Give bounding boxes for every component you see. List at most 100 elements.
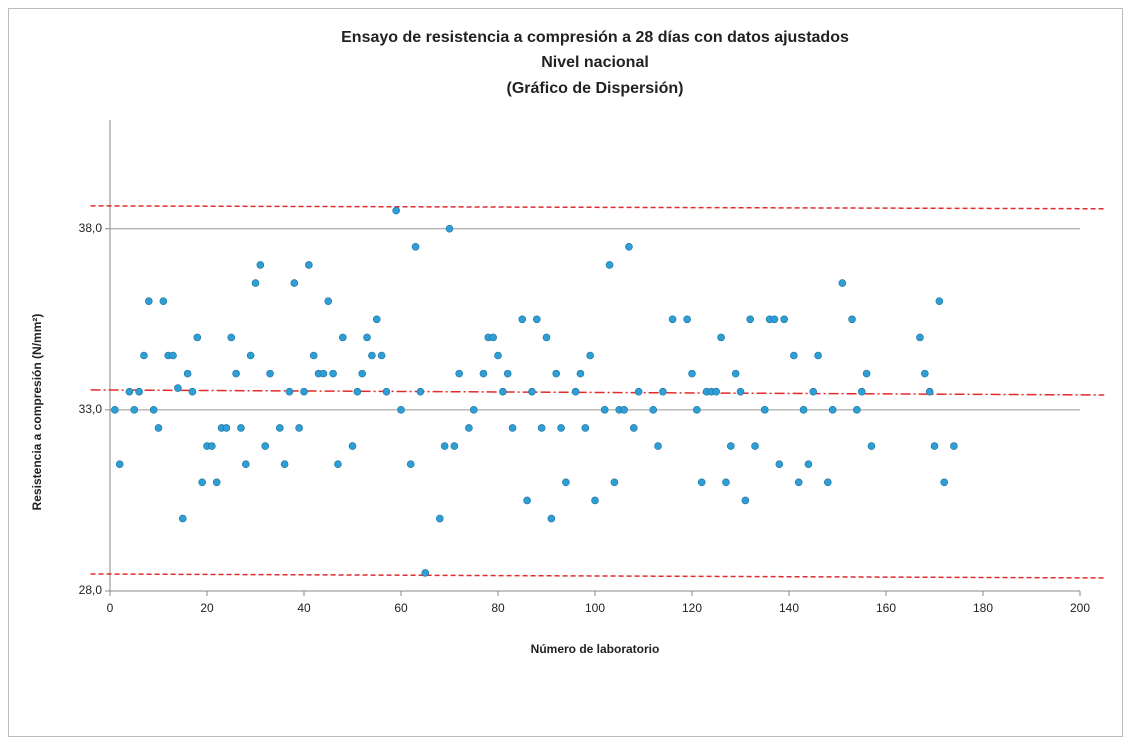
point [683, 315, 691, 324]
point [232, 369, 240, 378]
point [309, 351, 318, 360]
point [290, 279, 299, 287]
point [503, 369, 512, 378]
x-tick-label: 180 [973, 601, 993, 615]
y-tick-label: 33,0 [79, 402, 103, 416]
point [193, 333, 202, 342]
point [242, 460, 250, 468]
point [212, 478, 221, 487]
point [130, 406, 139, 414]
point [741, 496, 750, 505]
point [411, 243, 420, 251]
chart-title: Ensayo de resistencia a compresión a 28 … [341, 29, 849, 46]
point [920, 369, 929, 378]
x-tick-label: 100 [585, 601, 605, 615]
point [552, 369, 561, 378]
point [862, 369, 871, 378]
point [591, 496, 599, 505]
reference-line [90, 205, 1105, 210]
point [295, 424, 303, 432]
x-tick-label: 200 [1070, 601, 1090, 615]
reference-line [90, 573, 1105, 579]
point [605, 261, 614, 269]
x-tick-label: 160 [876, 601, 896, 615]
point [867, 442, 876, 450]
point [499, 387, 507, 396]
point [746, 315, 755, 324]
point [348, 442, 357, 450]
point [392, 206, 400, 215]
point [717, 333, 725, 342]
point [198, 478, 206, 487]
point [935, 297, 944, 305]
point [300, 387, 308, 396]
point [571, 387, 580, 396]
point [149, 406, 158, 414]
point [853, 406, 861, 414]
point [280, 460, 289, 468]
point [576, 369, 585, 378]
point [518, 315, 527, 324]
point [823, 478, 832, 487]
point [382, 387, 391, 396]
point [368, 351, 376, 360]
point [528, 387, 536, 396]
point [445, 224, 454, 233]
point [625, 243, 633, 251]
point [465, 424, 473, 432]
point [586, 351, 594, 360]
point [804, 460, 813, 468]
point [237, 424, 245, 432]
point [600, 406, 609, 414]
point [688, 369, 696, 378]
point [532, 315, 541, 324]
point [154, 424, 163, 432]
point [814, 351, 822, 360]
point [363, 333, 371, 342]
point [208, 442, 216, 450]
point [775, 460, 784, 468]
point [178, 514, 187, 523]
point [508, 424, 517, 432]
x-tick-label: 0 [107, 601, 114, 615]
point [828, 406, 837, 414]
point [169, 351, 177, 360]
point [794, 478, 803, 487]
point [435, 514, 444, 523]
point [736, 387, 745, 396]
point [547, 514, 556, 523]
point [857, 387, 866, 396]
point [760, 406, 769, 414]
point [838, 279, 847, 287]
point [222, 424, 231, 432]
point [523, 496, 531, 505]
point [712, 387, 721, 396]
point [799, 406, 808, 414]
point [562, 478, 570, 487]
point [930, 442, 939, 450]
point [358, 369, 367, 378]
point [159, 297, 168, 305]
point [697, 478, 706, 487]
chart-subtitle: (Gráfico de Dispersión) [507, 80, 684, 97]
point [916, 333, 924, 342]
chart-frame [8, 8, 1123, 737]
point [115, 460, 124, 468]
point [848, 315, 856, 324]
x-tick-label: 120 [682, 601, 702, 615]
point [140, 351, 148, 360]
point [620, 406, 628, 414]
point [174, 384, 182, 392]
point [266, 369, 274, 378]
point [751, 442, 759, 450]
point [731, 369, 740, 378]
point [455, 369, 464, 378]
point [305, 261, 313, 269]
point [537, 424, 546, 432]
point [629, 424, 638, 432]
point [649, 406, 658, 414]
point [261, 442, 270, 450]
point [125, 387, 134, 396]
point [770, 315, 779, 324]
